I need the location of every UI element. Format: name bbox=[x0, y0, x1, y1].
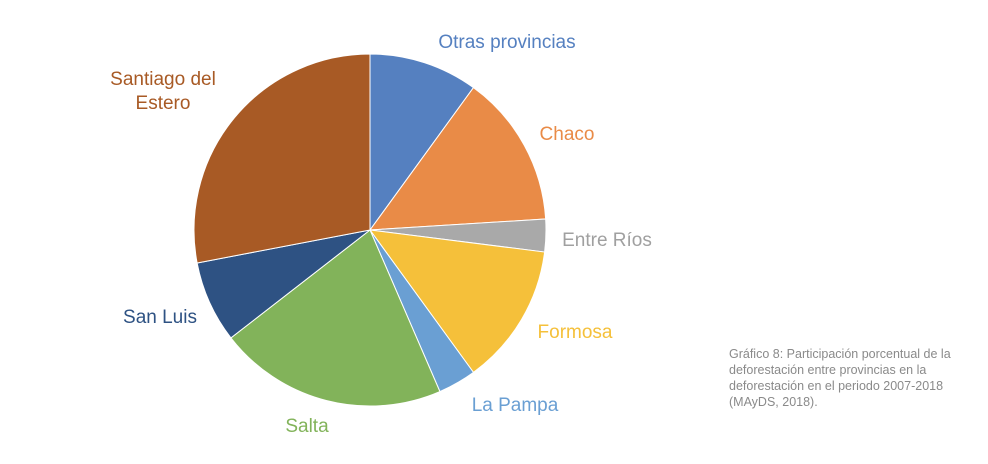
slice-label: Salta bbox=[285, 416, 329, 437]
pie-slice bbox=[193, 53, 371, 264]
pie-slice bbox=[369, 53, 475, 232]
pie-slice bbox=[230, 229, 441, 407]
slice-label: Otras provincias bbox=[438, 32, 576, 53]
pie-slice bbox=[368, 86, 547, 231]
slice-label: San Luis bbox=[123, 307, 197, 328]
pie-slice bbox=[368, 229, 546, 374]
slice-label: La Pampa bbox=[471, 395, 559, 416]
caption: Gráfico 8: Participación porcentual de l… bbox=[729, 347, 951, 409]
slice-label: Chaco bbox=[539, 124, 595, 145]
slice-label: Entre Ríos bbox=[562, 230, 652, 251]
slice-label: Santiago del Estero bbox=[110, 69, 216, 114]
slice-label: Formosa bbox=[537, 322, 613, 343]
